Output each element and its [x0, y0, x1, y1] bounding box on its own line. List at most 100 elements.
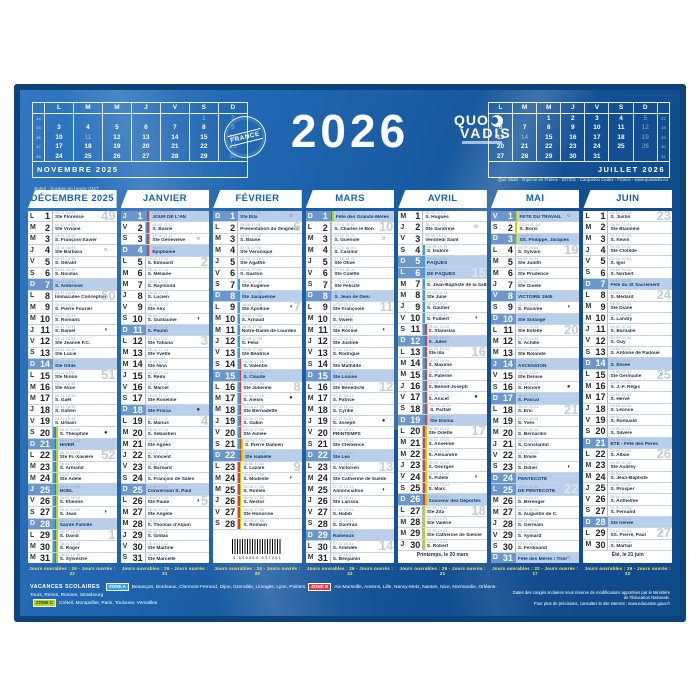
day-row[interactable]: V 27 08:06 17:58 Ste Honorine	[213, 506, 302, 518]
day-row[interactable]: D 15 08:06 17:58 S. Claude	[213, 369, 302, 381]
day-row[interactable]: M 16 04:50 20:34 S. J.-F. Régis	[583, 379, 673, 392]
mini-day-cell[interactable]: 18	[608, 132, 634, 142]
day-row[interactable]: M 24 04:50 20:34 S. Jean-Baptiste	[583, 470, 673, 482]
day-row[interactable]: L 8 04:50 20:34 S. Médard ◖ 24	[583, 288, 673, 301]
day-row[interactable]: L 1 04:50 20:34 S. Justin 23	[583, 209, 672, 222]
day-row[interactable]: M 20 08:40 17:12 S. Sébastien	[120, 426, 210, 438]
day-row[interactable]: S 4 06:05 19:24 S. Isidore	[398, 243, 487, 256]
day-row[interactable]: D 22 07:10 18:41 Ste Léa	[305, 449, 395, 461]
day-row[interactable]: V 5 04:50 20:34 S. Igor	[583, 255, 673, 267]
day-row[interactable]: S 30 05:09 20:04 S. Ferdinand	[490, 540, 580, 552]
day-row[interactable]: M 28 08:40 17:12 S. Thomas d'Aquin	[120, 517, 210, 529]
day-row[interactable]: D 3 05:09 20:04 SS. Philippe, Jacques	[490, 232, 580, 245]
day-row[interactable]: D 22 08:06 17:58 Ste Isabelle	[213, 449, 302, 461]
day-row[interactable]: D 28 04:50 20:34 Ste Irénée	[583, 515, 673, 528]
mini-day-cell[interactable]: 8	[536, 123, 561, 133]
day-row[interactable]: D 7 08:41 16:55 S. Ambroise	[28, 278, 117, 290]
day-row[interactable]: L 4 05:09 20:04 S. Sylvain 19	[490, 243, 580, 256]
day-row[interactable]: S 21 08:06 17:58 S. Pierre Damien	[213, 437, 302, 450]
mini-day-cell[interactable]: 9	[217, 123, 248, 133]
day-row[interactable]: J 16 06:05 19:24 S. Benoît-Joseph	[398, 379, 487, 392]
day-row[interactable]: M 30 04:50 20:34 S. Martial	[583, 538, 673, 550]
day-row[interactable]: L 2 07:10 18:41 S. Charles le Bon 10	[305, 220, 395, 233]
mini-day-cell[interactable]: 10	[44, 132, 74, 142]
day-row[interactable]: V 24 06:05 19:24 S. Fidèle ◗	[398, 470, 487, 482]
day-row[interactable]: L 29 04:50 20:34 SS. Pierre, Paul ○ 27	[583, 526, 673, 539]
mini-day-cell[interactable]: 19	[632, 132, 658, 142]
mini-day-cell[interactable]: 26	[101, 151, 132, 162]
day-row[interactable]: M 24 08:06 17:58 S. Modeste ◗	[213, 471, 302, 484]
day-row[interactable]: S 18 06:05 19:24 S. Parfait	[398, 402, 487, 414]
day-row[interactable]: L 16 08:06 17:58 Ste Julienne 8	[213, 380, 302, 393]
day-row[interactable]: L 25 05:09 20:04 DE PENTECÔTE 22	[490, 482, 580, 495]
day-row[interactable]: D 14 08:41 16:55 Ste Odile	[28, 358, 117, 370]
mini-day-cell[interactable]: 15	[188, 132, 219, 142]
day-row[interactable]: J 26 07:10 18:41 Ste Larissa	[305, 494, 395, 507]
day-row[interactable]: V 10 06:05 19:24 S. Fulbert ◖	[398, 311, 487, 324]
day-row[interactable]: M 31 07:10 18:41 S. Benjamin	[305, 551, 395, 564]
day-row[interactable]: M 21 06:05 19:24 S. Anselme	[398, 436, 487, 448]
day-row[interactable]: J 5 07:10 18:41 Ste Olive	[305, 255, 395, 267]
day-row[interactable]: M 11 07:10 18:41 Ste Rosine ◖	[305, 323, 395, 336]
day-row[interactable]: D 18 08:40 17:12 Ste Prisca ●	[120, 403, 210, 416]
day-row[interactable]: V 27 07:10 18:41 S. Habib	[305, 506, 395, 518]
day-row[interactable]: M 30 08:41 16:55 S. Roger	[28, 540, 117, 552]
mini-day-cell[interactable]: 14	[159, 132, 190, 142]
day-row[interactable]: D 21 04:50 20:34 ÉTÉ - Fête des Pères	[583, 436, 673, 448]
day-row[interactable]: S 2 05:09 20:04 S. Boris	[490, 221, 580, 233]
day-row[interactable]: J 21 05:09 20:04 S. Constantin	[490, 437, 580, 450]
day-row[interactable]: V 26 08:41 16:55 S. Étienne	[28, 494, 117, 507]
mini-day-cell[interactable]: 24	[44, 151, 74, 162]
day-row[interactable]: M 10 07:10 18:41 S. Vivien	[305, 312, 395, 324]
mini-day-cell[interactable]: 5	[101, 123, 132, 133]
day-row[interactable]: M 31 08:41 16:55 S. Sylvestre	[28, 551, 117, 564]
day-row[interactable]: S 9 05:09 20:04 S. Pacôme ◖	[490, 301, 580, 313]
day-row[interactable]: M 10 04:50 20:34 S. Landry	[583, 311, 673, 324]
day-row[interactable]: D 1 08:06 17:58 Ste Ella ○	[213, 211, 302, 222]
day-row[interactable]: M 15 06:05 19:24 S. Paterne	[398, 368, 487, 380]
day-row[interactable]: M 8 06:05 19:24 Ste Julie	[398, 289, 487, 301]
day-row[interactable]: D 14 04:50 20:34 S. Élisée	[583, 357, 673, 369]
day-row[interactable]: L 23 08:06 17:58 S. Lazare 9	[213, 460, 302, 473]
day-row[interactable]: L 13 06:05 19:24 Ste Ida 16	[398, 345, 487, 358]
day-row[interactable]: D 11 08:40 17:12 S. Paulin	[120, 323, 210, 336]
mini-day-cell[interactable]: 3	[584, 113, 609, 123]
day-row[interactable]: M 18 08:06 17:58 Ste Bernadette	[213, 403, 302, 416]
day-row[interactable]: V 1 05:09 20:04 FÊTE DU TRAVAIL ○	[490, 211, 580, 222]
mini-day-cell[interactable]: 22	[536, 142, 561, 152]
day-row[interactable]: V 9 08:40 17:12 Ste Alix	[120, 301, 210, 313]
day-row[interactable]: M 11 08:06 17:58 Notre-Dame de Lourdes	[213, 323, 302, 336]
day-row[interactable]: M 17 08:06 17:58 S. Alexis ●	[213, 392, 302, 404]
day-row[interactable]: M 19 05:09 20:04 S. Yves	[490, 415, 580, 427]
day-row[interactable]: M 28 06:05 19:24 Ste Valérie	[398, 515, 487, 528]
day-row[interactable]: L 22 08:41 16:55 Ste Fr.-Xavière 52	[28, 448, 117, 461]
day-row[interactable]: M 22 06:05 19:24 S. Alexandre	[398, 447, 487, 460]
day-row[interactable]: J 4 08:41 16:55 Ste Barbara ○	[28, 244, 117, 256]
day-row[interactable]: M 3 08:41 16:55 S. François-Xavier	[28, 232, 117, 245]
mini-day-cell[interactable]: 28	[512, 151, 537, 162]
day-row[interactable]: S 6 08:41 16:55 S. Nicolas	[28, 266, 117, 279]
day-row[interactable]: S 20 08:41 16:55 S. Théophile ●	[28, 426, 117, 438]
day-row[interactable]: S 13 08:41 16:55 Ste Lucie	[28, 346, 117, 359]
day-row[interactable]: D 26 06:05 19:24 Souvenir des Déportés	[398, 493, 487, 505]
mini-day-cell[interactable]: 13	[130, 132, 161, 142]
day-row[interactable]: L 15 08:41 16:55 Ste Ninon 51	[28, 368, 117, 381]
day-row[interactable]: L 20 06:05 19:24 Ste Odette 17	[398, 424, 487, 437]
day-row[interactable]: D 4 08:40 17:12 Épiphanie	[120, 244, 210, 256]
day-row[interactable]: S 16 05:09 20:04 S. Honoré ●	[490, 380, 580, 393]
mini-day-cell[interactable]: 26	[632, 142, 658, 152]
mini-day-cell[interactable]: 6	[130, 123, 161, 133]
day-row[interactable]: M 3 04:50 20:34 S. Kévin	[583, 232, 673, 244]
day-row[interactable]: L 19 08:40 17:12 S. Marius 4	[120, 414, 210, 427]
day-row[interactable]: M 25 07:10 18:41 Annonciation ◗	[305, 483, 395, 495]
mini-day-cell[interactable]: 15	[536, 132, 561, 142]
day-row[interactable]: L 2 08:06 17:58 Présentation du Seigneur 6	[213, 220, 302, 233]
day-row[interactable]: M 6 08:40 17:12 S. Mélaine	[120, 266, 210, 279]
day-row[interactable]: M 21 08:40 17:12 Ste Agnès	[120, 437, 210, 450]
day-row[interactable]: M 23 04:50 20:34 Ste Audrey	[583, 459, 673, 471]
day-row[interactable]: S 17 08:40 17:12 Ste Roseline	[120, 392, 210, 404]
day-row[interactable]: J 29 08:40 17:12 S. Gildas	[120, 528, 210, 541]
mini-day-cell[interactable]: 23	[217, 142, 248, 152]
day-row[interactable]: V 12 08:41 16:55 Ste Jeanne F.C.	[28, 335, 117, 347]
day-row[interactable]: V 17 06:05 19:24 S. Anicet ●	[398, 391, 487, 403]
